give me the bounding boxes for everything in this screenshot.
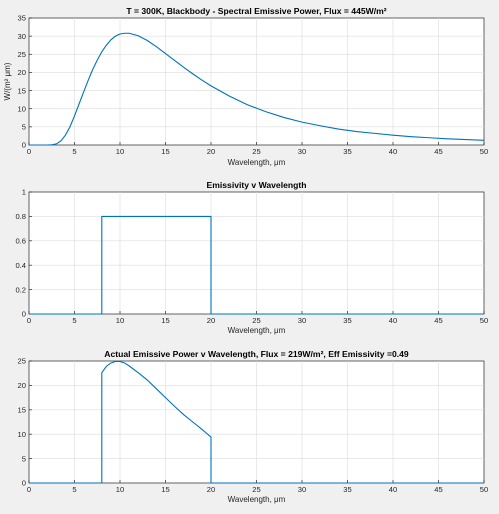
y-tick-label: 15: [18, 406, 26, 415]
y-tick-label: 10: [18, 430, 26, 439]
x-tick-label: 40: [389, 147, 397, 156]
y-tick-label: 5: [22, 454, 26, 463]
x-tick-label: 5: [72, 147, 76, 156]
x-tick-label: 30: [298, 316, 306, 325]
y-axis-label: W/(m² μm): [3, 62, 12, 100]
y-tick-label: 15: [18, 86, 26, 95]
y-tick-label: 20: [18, 68, 26, 77]
series-line-1-1: [29, 32, 485, 146]
x-tick-label: 40: [389, 316, 397, 325]
x-tick-label: 30: [298, 485, 306, 494]
x-tick-label: 15: [161, 147, 169, 156]
y-tick-label: 20: [18, 381, 26, 390]
x-tick-label: 20: [207, 147, 215, 156]
series-line-3-1: [29, 360, 484, 484]
series-line-2-1: [29, 215, 484, 315]
x-axis-label: Wavelength, μm: [228, 495, 286, 504]
x-tick-label: 45: [434, 316, 442, 325]
x-tick-label: 45: [434, 147, 442, 156]
y-tick-label: 0: [22, 310, 26, 319]
y-tick-label: 30: [18, 32, 26, 41]
chart-title-1: T = 300K, Blackbody - Spectral Emissive …: [126, 6, 386, 16]
y-tick-label: 0: [22, 479, 26, 488]
x-tick-label: 10: [116, 485, 124, 494]
x-tick-label: 25: [252, 485, 260, 494]
chart-title-3: Actual Emissive Power v Wavelength, Flux…: [104, 349, 409, 359]
x-axis-label: Wavelength, μm: [228, 158, 286, 167]
y-tick-label: 1: [22, 188, 26, 197]
x-tick-label: 15: [161, 485, 169, 494]
y-tick-label: 0.6: [15, 237, 26, 246]
y-tick-label: 25: [18, 357, 26, 366]
x-tick-label: 35: [343, 485, 351, 494]
x-tick-label: 25: [252, 147, 260, 156]
x-tick-label: 5: [72, 485, 76, 494]
x-tick-label: 0: [27, 147, 31, 156]
x-tick-label: 20: [207, 485, 215, 494]
x-tick-label: 45: [434, 485, 442, 494]
x-tick-label: 10: [116, 147, 124, 156]
x-tick-label: 10: [116, 316, 124, 325]
y-tick-label: 25: [18, 50, 26, 59]
x-tick-label: 30: [298, 147, 306, 156]
x-tick-label: 35: [343, 316, 351, 325]
x-tick-label: 35: [343, 147, 351, 156]
x-tick-label: 0: [27, 485, 31, 494]
y-tick-label: 35: [18, 14, 26, 23]
y-tick-label: 0.2: [15, 285, 26, 294]
x-tick-label: 5: [72, 316, 76, 325]
x-tick-label: 50: [480, 147, 488, 156]
x-tick-label: 50: [480, 316, 488, 325]
y-tick-label: 5: [22, 123, 26, 132]
y-tick-label: 10: [18, 104, 26, 113]
y-tick-label: 0.8: [15, 212, 26, 221]
x-tick-label: 25: [252, 316, 260, 325]
y-tick-label: 0.4: [15, 261, 26, 270]
y-tick-label: 0: [22, 141, 26, 150]
x-axis-label: Wavelength, μm: [228, 326, 286, 335]
chart-title-2: Emissivity v Wavelength: [207, 180, 307, 190]
x-tick-label: 20: [207, 316, 215, 325]
x-tick-label: 0: [27, 316, 31, 325]
x-tick-label: 50: [480, 485, 488, 494]
x-tick-label: 15: [161, 316, 169, 325]
x-tick-label: 40: [389, 485, 397, 494]
